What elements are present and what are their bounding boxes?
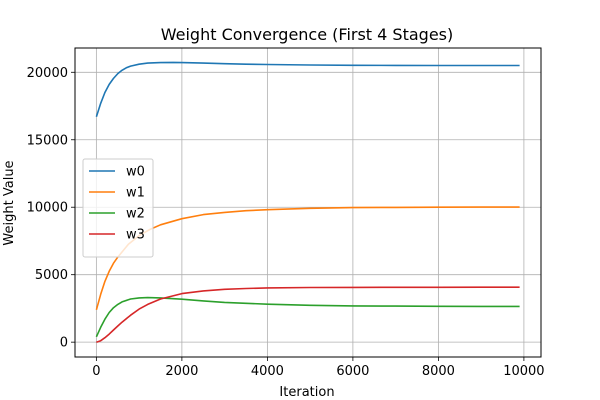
series-line-w2	[95, 296, 520, 338]
x-axis-label: Iteration	[279, 385, 334, 400]
y-tick-label: 15000	[27, 133, 68, 148]
y-tick-label: 5000	[35, 268, 68, 283]
y-axis-ticks: 0 5000 10000 15000 20000	[27, 66, 75, 351]
y-axis-label: Weight Value	[2, 160, 17, 245]
x-tick-label: 4000	[251, 364, 284, 379]
x-tick-label: 0	[92, 364, 100, 379]
series-line-w1	[95, 206, 520, 311]
legend-label-w1: w1	[126, 186, 145, 201]
x-axis-ticks: 0 2000 4000 6000 8000 10000	[92, 357, 545, 379]
x-tick-label: 10000	[503, 364, 544, 379]
x-tick-label: 6000	[336, 364, 369, 379]
y-tick-label: 0	[60, 336, 68, 351]
legend-label-w3: w3	[126, 228, 145, 243]
legend-label-w2: w2	[126, 207, 145, 222]
x-tick-label: 2000	[165, 364, 198, 379]
x-tick-label: 8000	[422, 364, 455, 379]
legend-box	[82, 158, 154, 258]
plot-frame	[74, 47, 542, 358]
series-line-w3	[96, 286, 520, 343]
series-lines	[95, 61, 520, 343]
chart-title: Weight Convergence (First 4 Stages)	[161, 25, 453, 44]
y-tick-label: 20000	[27, 66, 68, 81]
legend-label-w0: w0	[126, 165, 145, 180]
legend: w0 w1 w2 w3	[82, 158, 154, 258]
y-tick-label: 10000	[27, 201, 68, 216]
series-line-w0	[95, 61, 520, 118]
